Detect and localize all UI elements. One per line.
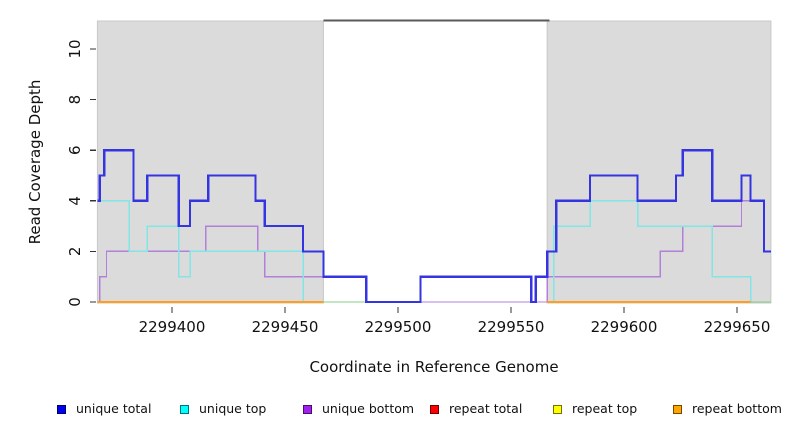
legend-item-unique-top: unique top <box>180 401 267 416</box>
x-tick-label: 2299500 <box>365 318 432 336</box>
legend-swatch-unique-total <box>57 404 66 414</box>
legend-item-repeat-total: repeat total <box>430 401 523 416</box>
x-axis-label: Coordinate in Reference Genome <box>309 358 559 376</box>
left-gray-region <box>96 20 324 304</box>
legend-label-unique-top: unique top <box>199 401 267 416</box>
legend-item-unique-bottom: unique bottom <box>303 401 415 416</box>
series-line-unique-total <box>97 149 771 304</box>
legend: unique total unique top unique bottom repea… <box>0 398 792 428</box>
y-tick-label: 0 <box>66 297 84 307</box>
legend-swatch-repeat-total <box>430 404 439 414</box>
series-line-unique-top <box>97 200 367 303</box>
series-line-unique-top <box>547 200 771 303</box>
x-tick-label: 2299400 <box>139 318 206 336</box>
legend-label-repeat-bottom: repeat bottom <box>692 401 782 416</box>
legend-item-repeat-top: repeat top <box>553 401 638 416</box>
x-tick-label: 2299550 <box>478 318 545 336</box>
y-tick-label: 2 <box>66 247 84 257</box>
legend-swatch-repeat-bottom <box>673 404 682 414</box>
x-tick-label: 2299600 <box>591 318 658 336</box>
legend-item-unique-total: unique total <box>57 401 152 416</box>
x-tick-label: 2299650 <box>704 318 771 336</box>
legend-label-repeat-total: repeat total <box>449 401 523 416</box>
x-tick-label: 2299450 <box>252 318 319 336</box>
legend-label-unique-bottom: unique bottom <box>322 401 415 416</box>
legend-swatch-unique-top <box>180 404 189 414</box>
y-tick-label: 4 <box>66 196 84 206</box>
legend-item-repeat-bottom: repeat bottom <box>673 401 782 416</box>
right-gray-region <box>546 20 772 304</box>
y-tick-label: 10 <box>66 39 84 58</box>
y-axis-label: Read Coverage Depth <box>26 79 44 245</box>
legend-swatch-repeat-top <box>553 404 562 414</box>
y-tick-label: 6 <box>66 145 84 155</box>
legend-label-unique-total: unique total <box>76 401 152 416</box>
legend-label-repeat-top: repeat top <box>572 401 638 416</box>
legend-swatch-unique-bottom <box>303 404 312 414</box>
y-tick-label: 8 <box>66 95 84 105</box>
